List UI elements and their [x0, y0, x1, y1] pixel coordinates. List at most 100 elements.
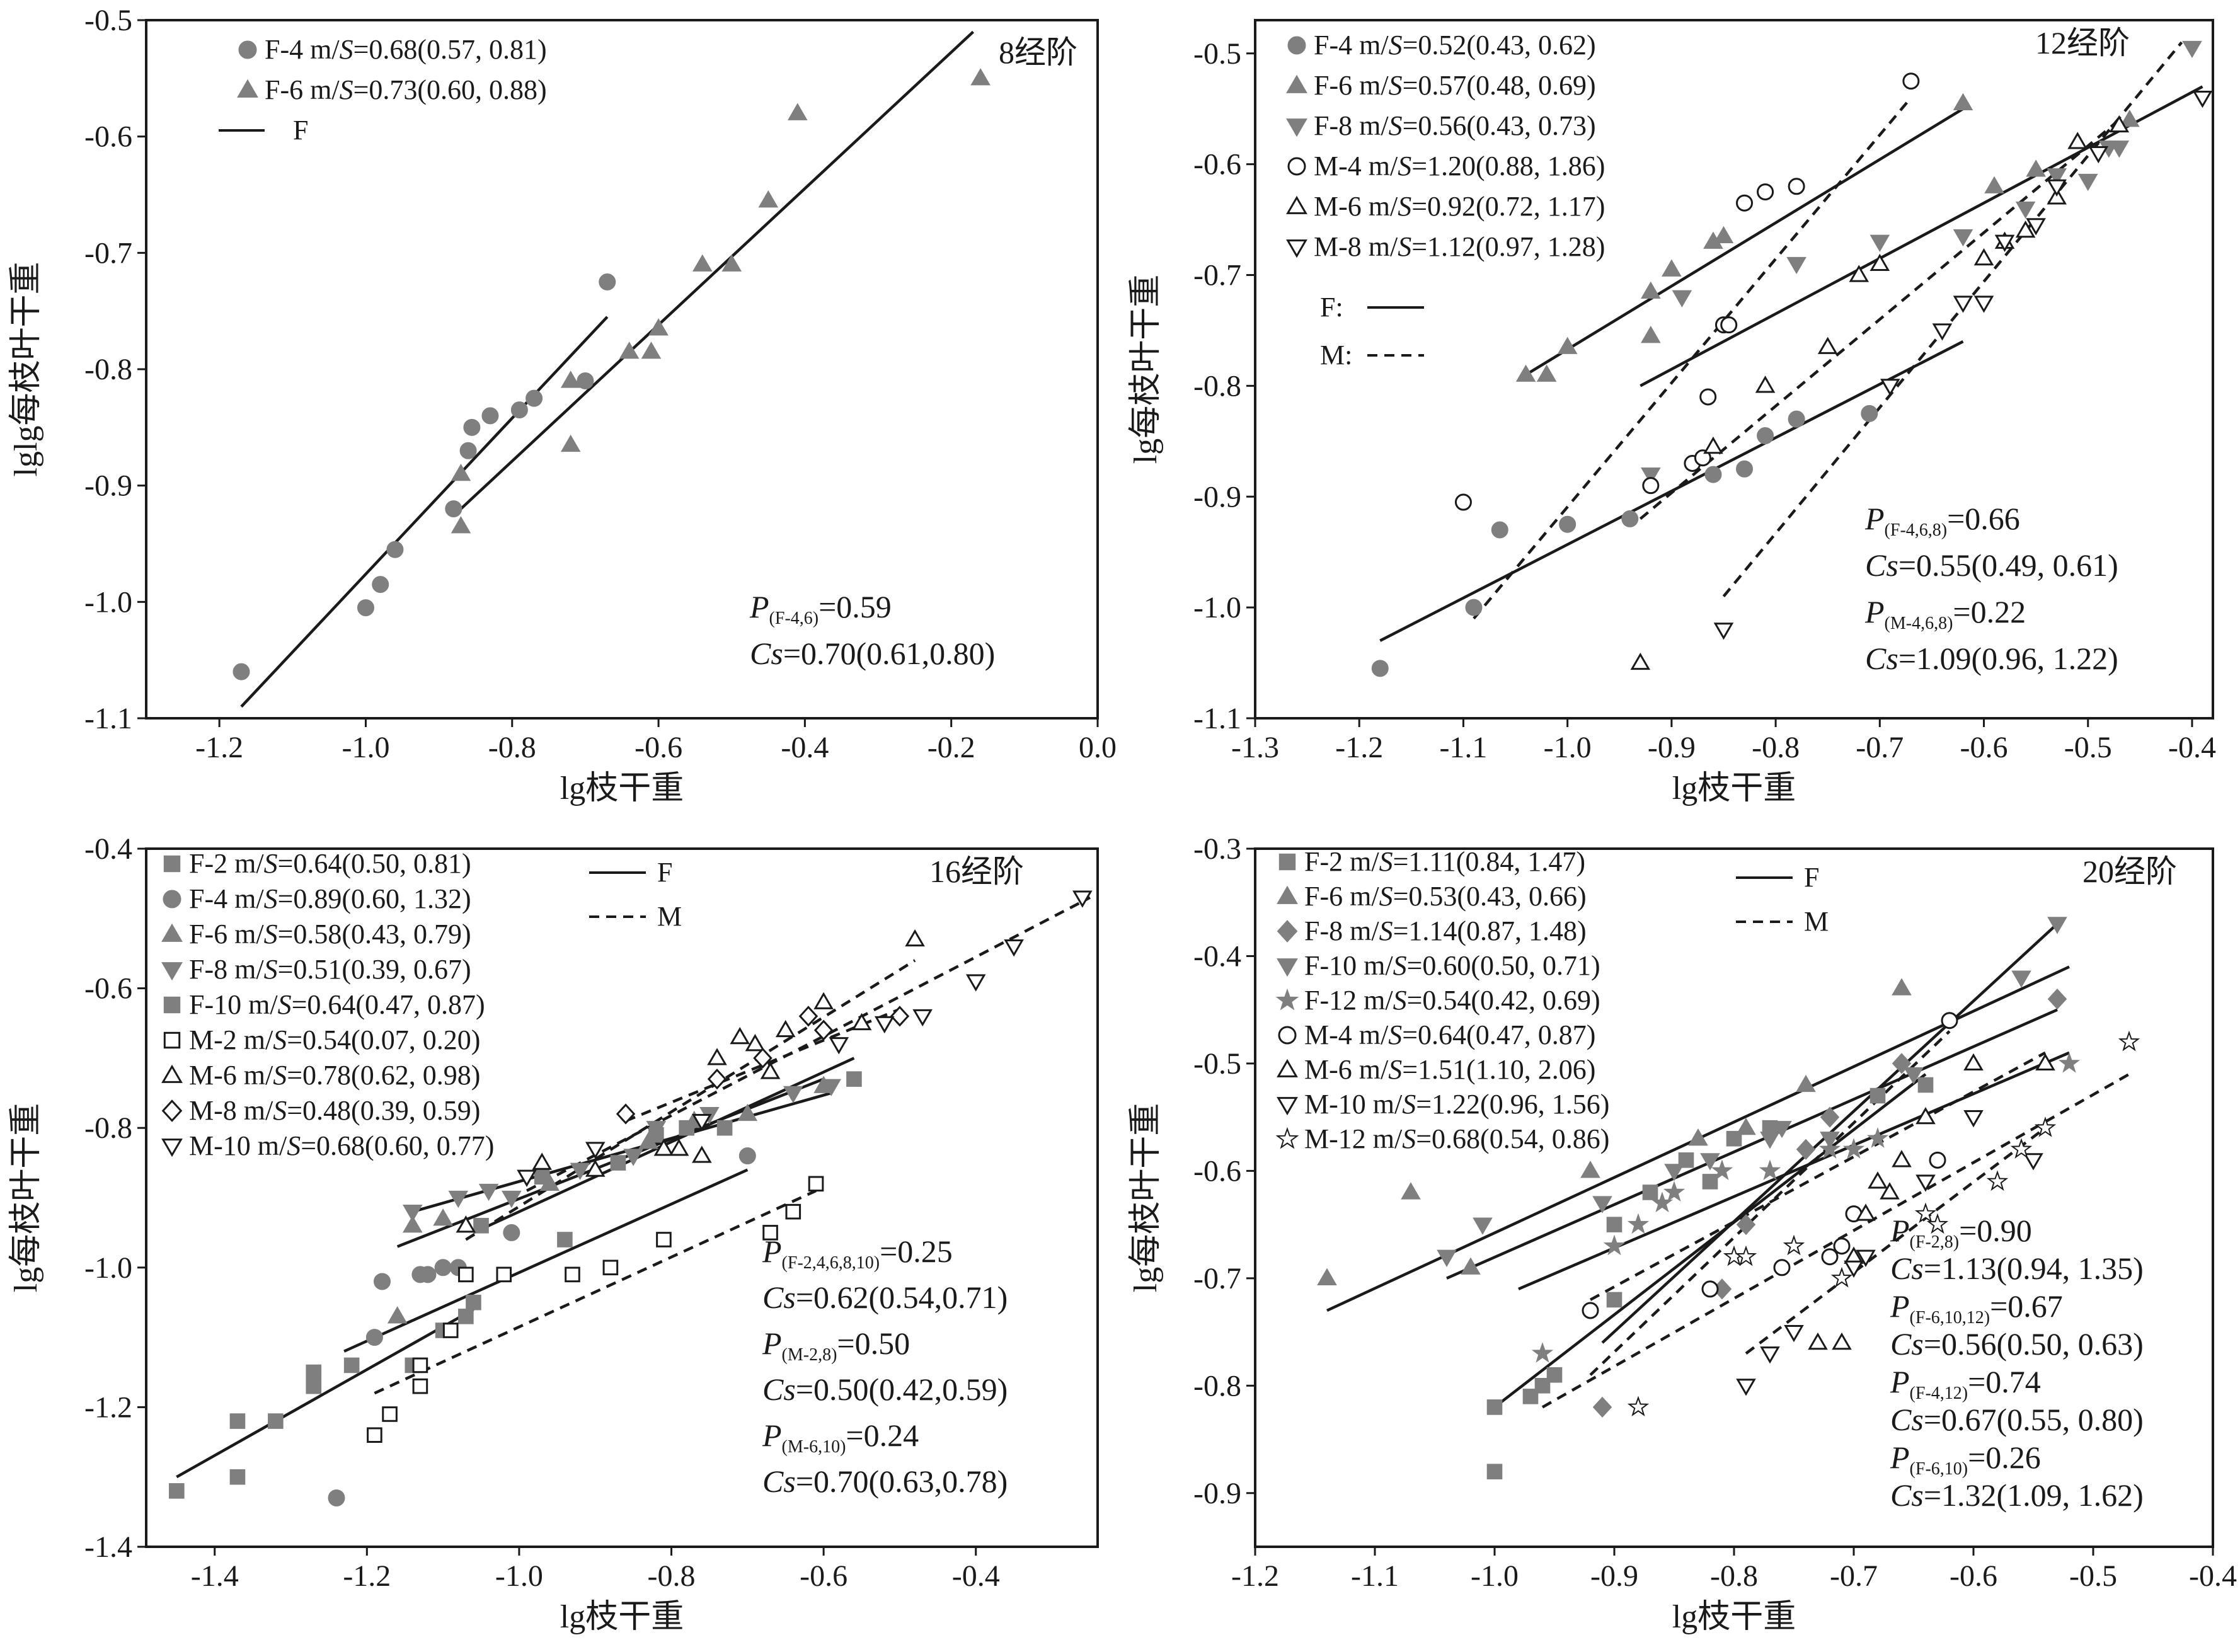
legend-marker — [1277, 958, 1298, 977]
data-point — [2118, 1030, 2140, 1052]
y-tick-label: -0.5 — [1193, 37, 1241, 71]
data-point — [692, 1145, 712, 1163]
data-point — [2120, 110, 2140, 127]
statistics: P(F-4,6)=0.59 Cs=0.70(0.61,0.80) — [749, 589, 995, 671]
data-point — [1713, 226, 1734, 244]
diameter-class-label: 16经阶 — [929, 854, 1024, 889]
series-m-4 — [1582, 1012, 1958, 1319]
data-point — [560, 370, 581, 388]
panel-8-class: -1.2 -1.0 -0.8 -0.6 -0.4 -0.2 0.0 -0.5 -0.6 -0.7 -… — [8, 4, 1117, 806]
series-f-10 — [473, 1071, 862, 1248]
data-point — [1627, 1213, 1650, 1234]
data-point — [1842, 1138, 1865, 1159]
y-tick-label: -0.9 — [84, 469, 132, 503]
legend-marker — [1286, 118, 1307, 137]
data-point — [1772, 1121, 1792, 1139]
data-point — [463, 418, 481, 436]
x-tick-label: -0.6 — [800, 1559, 847, 1593]
data-point — [1736, 1118, 1756, 1135]
data-point — [1849, 265, 1870, 282]
data-point — [1914, 1202, 1937, 1224]
data-point — [1699, 388, 1717, 406]
data-point — [1963, 1053, 1984, 1071]
data-point — [738, 1147, 756, 1165]
data-point — [1902, 72, 1920, 90]
y-tick-label: -0.8 — [1193, 1369, 1241, 1402]
legend-entry: F-4 m/S=0.68(0.57, 0.81) — [265, 34, 547, 65]
data-point — [1932, 323, 1953, 341]
regression-line — [1722, 41, 2183, 597]
x-tick-label: -1.2 — [343, 1559, 391, 1593]
data-point — [459, 442, 477, 459]
data-point — [1736, 1213, 1756, 1236]
stat-line: Cs=1.32(1.09, 1.62) — [1890, 1477, 2144, 1513]
data-point — [1703, 436, 1723, 454]
data-point — [1486, 1399, 1503, 1415]
series-f-4 — [328, 1147, 756, 1506]
stat-line: P(M-2,8)=0.50 — [762, 1326, 910, 1365]
stat-line: Cs=0.67(0.55, 0.80) — [1890, 1402, 2144, 1437]
x-tick-label: -1.2 — [195, 731, 243, 764]
data-point — [1736, 194, 1754, 212]
regression-line — [1589, 1051, 2047, 1301]
data-point — [610, 1155, 626, 1171]
stat-line: Cs=0.70(0.63,0.78) — [762, 1464, 1008, 1499]
data-point — [1870, 234, 1890, 252]
legend-marker — [238, 40, 257, 59]
y-tick-label: -0.6 — [1193, 1154, 1241, 1188]
regression-line — [1541, 1073, 2130, 1409]
data-point — [1072, 890, 1093, 908]
data-point — [874, 1016, 895, 1034]
data-point — [1870, 1087, 1886, 1104]
data-point — [577, 372, 594, 389]
series-m-8 — [616, 1006, 910, 1125]
legend-entry: M-4 m/S=0.64(0.47, 0.87) — [1304, 1019, 1595, 1050]
data-point — [1953, 93, 1973, 111]
data-point — [458, 1266, 474, 1283]
legend-entry: F-6 m/S=0.58(0.43, 0.79) — [189, 919, 471, 949]
data-point — [585, 1159, 606, 1177]
series-f-8 — [402, 1079, 842, 1222]
data-point — [2067, 132, 2088, 149]
legend-marker — [161, 962, 183, 981]
series-m-8 — [1713, 91, 2213, 640]
data-point — [1856, 1249, 1876, 1267]
data-point — [669, 1139, 689, 1156]
data-point — [534, 1169, 550, 1185]
stat-line: P(F-2,8)=0.90 — [1890, 1213, 2032, 1252]
legend-entry: M-12 m/S=0.68(0.54, 0.86) — [1304, 1123, 1609, 1154]
data-point — [456, 1215, 476, 1233]
legend-entry: M-6 m/S=0.78(0.62, 0.98) — [189, 1060, 480, 1091]
stat-line: P(M-4,6,8)=0.22 — [1864, 594, 2026, 633]
legend-marker — [237, 79, 258, 98]
y-tick-label: -1.0 — [1193, 591, 1241, 624]
x-tick-label: -0.7 — [1830, 1559, 1878, 1593]
data-point — [367, 1427, 382, 1443]
legend-entry: M-4 m/S=1.20(0.88, 1.86) — [1314, 151, 1605, 181]
data-point — [1582, 1302, 1599, 1319]
legend: F-4 m/S=0.52(0.43, 0.62) F-6 m/S=0.57(0.4… — [1286, 30, 1605, 370]
data-point — [1401, 1182, 1421, 1200]
data-point — [1926, 1213, 1949, 1234]
x-tick-label: -0.4 — [2168, 731, 2216, 764]
legend-marker — [161, 1064, 183, 1083]
data-point — [1892, 1150, 1912, 1167]
line-legend-label: M — [657, 901, 682, 932]
data-point — [1856, 1203, 1876, 1221]
data-point — [1642, 1185, 1658, 1200]
regression-line — [526, 896, 1091, 1192]
data-point — [1672, 290, 1692, 307]
series-f-8 — [1641, 40, 2202, 485]
data-point — [1783, 1234, 1805, 1256]
x-tick-label: -1.0 — [1544, 731, 1592, 764]
data-point — [905, 929, 925, 947]
data-point — [1904, 1067, 1924, 1085]
y-tick-label: -0.7 — [1193, 259, 1241, 292]
data-point — [445, 500, 462, 518]
data-point — [753, 1047, 773, 1069]
data-point — [1473, 1217, 1493, 1235]
y-tick-label: -0.5 — [1193, 1047, 1241, 1081]
data-point — [1870, 253, 1890, 272]
